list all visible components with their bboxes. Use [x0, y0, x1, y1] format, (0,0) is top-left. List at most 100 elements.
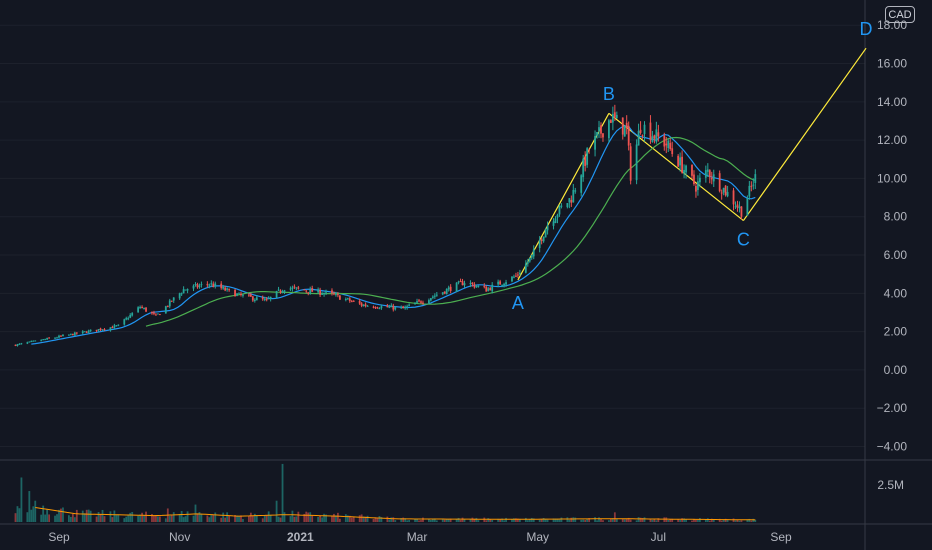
candle-body [422, 302, 424, 304]
volume-bar [691, 520, 693, 522]
volume-bar [279, 517, 282, 522]
volume-bar [261, 518, 264, 522]
candle-body [554, 218, 557, 223]
volume-bar [210, 515, 213, 522]
candle-body [390, 305, 393, 308]
wave-label: D [860, 19, 873, 39]
volume-bar [560, 517, 563, 522]
volume-bar [704, 519, 707, 522]
volume-bar [455, 518, 458, 522]
volume-bar [651, 519, 654, 522]
candle-body [528, 257, 531, 262]
volume-bar [178, 513, 181, 522]
candle-body [97, 329, 100, 331]
y-tick-label: 16.00 [877, 57, 907, 71]
candle-body [621, 117, 624, 135]
candle-body [240, 293, 242, 295]
volume-bar [374, 517, 377, 522]
candle-body [503, 283, 505, 286]
candle-body [344, 299, 347, 301]
candle-body [734, 206, 737, 208]
volume-bar [366, 515, 369, 522]
volume-bar [679, 519, 682, 522]
candle-body [196, 284, 199, 288]
candle-body [73, 332, 76, 336]
volume-bar [639, 517, 642, 522]
candle-body [297, 287, 300, 289]
candle-body [613, 112, 616, 118]
volume-bar [346, 515, 349, 522]
candle-body [428, 300, 430, 304]
time-axis[interactable]: Sep Nov 2021 Mar May Jul Sep [48, 530, 792, 544]
candle-body [566, 203, 569, 208]
candle-body [139, 306, 142, 308]
volume-bar [337, 512, 339, 522]
candle-body [236, 293, 238, 296]
candle-body [364, 304, 367, 306]
candle-body [115, 325, 118, 327]
x-tick-label: Nov [169, 530, 190, 544]
volume-bar [586, 519, 589, 522]
volume-bar [44, 514, 47, 522]
candle-body [732, 190, 735, 205]
candle-body [251, 296, 254, 301]
candle-body [463, 283, 466, 286]
volume-bar [220, 517, 223, 522]
candle-body [596, 131, 598, 136]
currency-badge[interactable]: CAD [885, 6, 915, 23]
volume-bar [621, 518, 624, 522]
volume-bar [568, 519, 571, 522]
candle-body [677, 155, 680, 167]
candle-body [447, 287, 450, 290]
candle-body [400, 307, 403, 309]
volume-bar [677, 519, 680, 522]
volume-bar [441, 518, 444, 522]
volume-bar [224, 517, 227, 522]
candle-body [311, 288, 314, 292]
volume-bar [60, 508, 62, 522]
candle-body [574, 190, 577, 192]
candle-body [212, 283, 215, 288]
volume-bar [155, 515, 157, 522]
candle-body [404, 306, 407, 309]
candle-body [333, 293, 335, 295]
volume-bar [497, 518, 500, 522]
candle-body [141, 306, 143, 308]
candle-body [350, 301, 353, 303]
candle-body [186, 289, 189, 291]
candle-body [724, 185, 727, 196]
candle-body [637, 130, 640, 146]
candle-body [208, 284, 211, 286]
volume-bar [263, 515, 266, 522]
volume-bar [309, 512, 312, 522]
volume-bar [170, 515, 173, 522]
volume-bar [402, 517, 405, 522]
price-axis[interactable]: 18.00 16.00 14.00 12.00 10.00 8.00 6.00 4.00 2.0… [877, 18, 908, 453]
x-tick-label: 2021 [287, 530, 314, 544]
candle-body [532, 249, 535, 257]
candle-body [325, 291, 327, 293]
volume-bar [649, 519, 652, 522]
volume-bar [168, 515, 171, 522]
volume-bar [600, 518, 602, 522]
y-tick-label: 12.00 [877, 133, 907, 147]
volume-bar [123, 518, 126, 522]
volume-bar [34, 500, 37, 522]
candle-body [85, 331, 88, 333]
candle-body [392, 305, 395, 310]
volume-bar [16, 506, 19, 522]
candle-body [155, 314, 157, 316]
candle-body [238, 292, 240, 294]
volume-bar [524, 517, 527, 522]
candle-body [131, 313, 134, 316]
volume-bar [746, 519, 749, 522]
candle-body [663, 135, 666, 147]
volume-bar [129, 512, 132, 522]
candle-body [416, 301, 418, 303]
volume-bar [319, 515, 322, 522]
volume-bar [641, 518, 644, 522]
volume-bar [697, 519, 699, 522]
volume-bar [81, 510, 84, 522]
